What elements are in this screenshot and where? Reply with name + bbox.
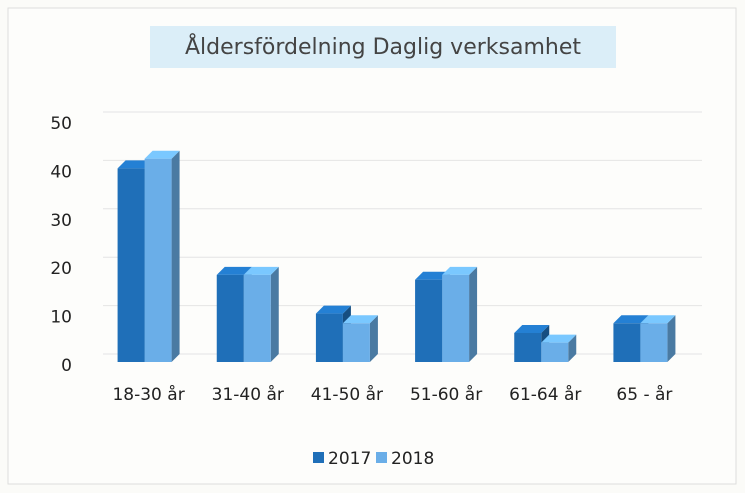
x-tick-label: 18-30 år xyxy=(112,384,184,405)
bar-side xyxy=(369,315,378,362)
y-tick-label: 10 xyxy=(50,308,72,328)
legend-label: 2017 xyxy=(328,449,371,469)
bar-top xyxy=(640,315,676,324)
bar-top xyxy=(613,315,649,324)
bar-top xyxy=(216,266,252,275)
bar-top xyxy=(541,334,577,343)
x-tick-label: 65 - år xyxy=(616,384,672,405)
bar-top xyxy=(315,305,351,314)
bar-top xyxy=(117,160,153,169)
bar-top xyxy=(342,315,378,324)
bar-side xyxy=(270,266,279,362)
bar xyxy=(442,274,470,362)
title-box xyxy=(150,26,616,68)
y-tick-label: 20 xyxy=(50,259,72,279)
bar-side xyxy=(469,266,478,362)
bar xyxy=(640,323,668,362)
x-tick-label: 61-64 år xyxy=(509,384,581,405)
bar-side xyxy=(568,334,577,362)
bar xyxy=(541,342,569,362)
y-tick-label: 30 xyxy=(50,211,72,231)
bar xyxy=(342,323,370,362)
bar xyxy=(216,274,244,362)
y-tick-label: 40 xyxy=(50,162,72,182)
x-tick-label: 41-50 år xyxy=(311,384,383,405)
bar-side xyxy=(171,150,180,362)
legend-label: 2018 xyxy=(391,449,434,469)
bar-top xyxy=(442,266,478,275)
bar-top xyxy=(415,271,451,280)
bar xyxy=(415,279,443,362)
bar xyxy=(315,313,343,362)
y-tick-label: 0 xyxy=(61,356,72,376)
x-tick-label: 31-40 år xyxy=(212,384,284,405)
bar xyxy=(117,168,145,362)
y-tick-label: 50 xyxy=(50,114,72,134)
legend-swatch xyxy=(313,452,324,463)
legend-swatch xyxy=(376,452,387,463)
bar xyxy=(243,274,271,362)
bar-top xyxy=(144,150,180,159)
x-tick-label: 51-60 år xyxy=(410,384,482,405)
bar xyxy=(514,332,542,362)
bar-top xyxy=(243,266,279,275)
chart-title: Åldersfördelning Daglig verksamhet xyxy=(185,33,581,60)
bar xyxy=(613,323,641,362)
bar xyxy=(144,158,172,362)
bar-side xyxy=(667,315,676,362)
chart-frame xyxy=(7,7,737,485)
bar-top xyxy=(514,324,550,333)
